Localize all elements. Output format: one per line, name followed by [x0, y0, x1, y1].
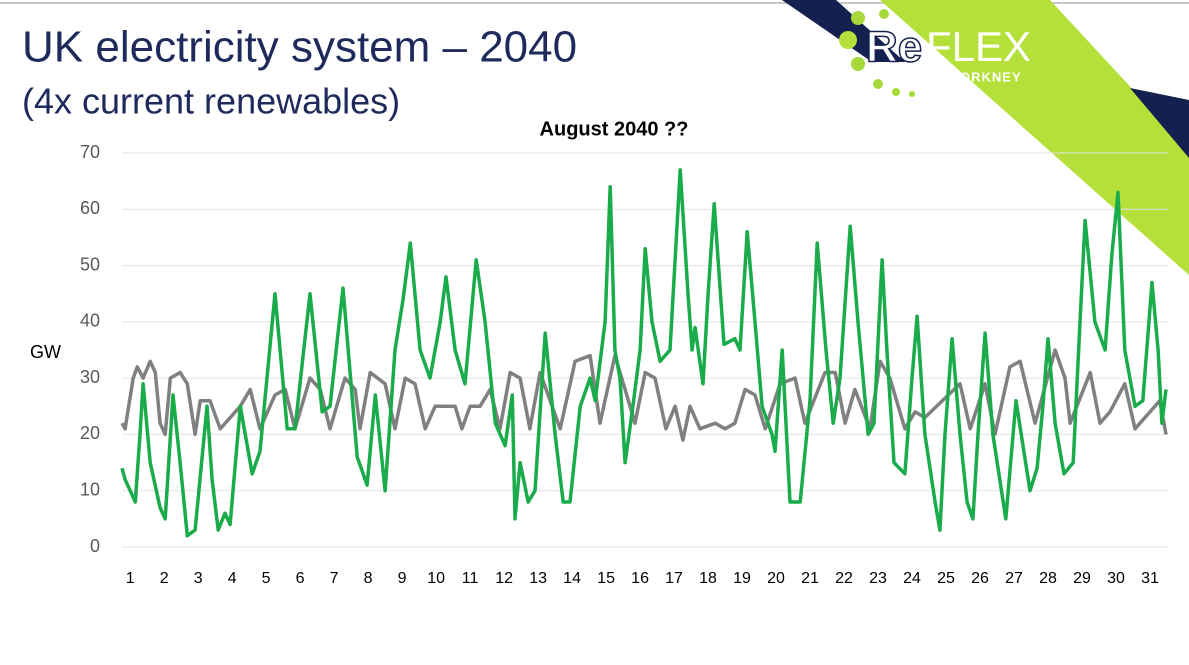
y-tick-label: 70: [80, 142, 100, 162]
y-tick-label: 10: [80, 479, 100, 499]
logo: Re FLEX ORKNEY: [839, 9, 1031, 97]
x-tick-label: 2: [160, 570, 169, 587]
logo-dot: [892, 88, 900, 96]
x-tick-label: 6: [296, 570, 305, 587]
logo-dot: [839, 31, 857, 49]
logo-dot: [879, 9, 889, 19]
x-tick-label: 5: [262, 570, 271, 587]
y-tick-label: 60: [80, 198, 100, 218]
x-tick-label: 3: [194, 570, 203, 587]
logo-name: FLEX: [926, 23, 1031, 70]
y-tick-label: 0: [90, 536, 100, 556]
y-axis-label: GW: [30, 342, 61, 362]
x-tick-label: 7: [330, 570, 339, 587]
x-tick-label: 16: [631, 570, 649, 587]
x-tick-label: 17: [665, 570, 683, 587]
x-tick-label: 25: [937, 570, 955, 587]
x-tick-label: 24: [903, 570, 921, 587]
y-tick-label: 20: [80, 423, 100, 443]
logo-place: ORKNEY: [960, 69, 1022, 84]
logo-dot: [851, 11, 865, 25]
logo-dot: [851, 57, 865, 71]
x-tick-label: 18: [699, 570, 717, 587]
navy-stripe: [782, 0, 905, 62]
x-tick-label: 29: [1073, 570, 1091, 587]
x-tick-label: 15: [597, 570, 615, 587]
logo-prefix: Re: [866, 23, 922, 72]
x-tick-label: 13: [529, 570, 547, 587]
series-line: [120, 168, 1168, 538]
x-tick-label: 4: [228, 570, 237, 587]
x-tick-label: 12: [495, 570, 513, 587]
lime-band: [880, 0, 1189, 275]
x-tick-label: 30: [1107, 570, 1125, 587]
x-tick-label: 26: [971, 570, 989, 587]
x-tick-label: 14: [563, 570, 581, 587]
x-tick-label: 11: [462, 570, 479, 587]
x-tick-label: 19: [733, 570, 751, 587]
x-tick-label: 31: [1141, 570, 1159, 587]
y-tick-label: 40: [80, 311, 100, 331]
logo-dot: [873, 79, 883, 89]
x-tick-label: 27: [1005, 570, 1023, 587]
chart-title: August 2040 ??: [540, 118, 689, 140]
x-tick-label: 8: [364, 570, 373, 587]
x-tick-label: 10: [427, 570, 445, 587]
logo-dot: [909, 91, 915, 97]
slide-subtitle: (4x current renewables): [22, 81, 400, 122]
navy-wedge: [1130, 88, 1189, 158]
slide-title: UK electricity system – 2040: [22, 23, 577, 72]
y-tick-label: 30: [80, 367, 100, 387]
x-tick-label: 22: [835, 570, 853, 587]
y-tick-label: 50: [80, 254, 100, 274]
x-tick-label: 21: [801, 570, 819, 587]
x-tick-label: 23: [869, 570, 887, 587]
x-tick-label: 1: [126, 570, 135, 587]
x-tick-label: 9: [398, 570, 407, 587]
x-tick-label: 20: [767, 570, 785, 587]
x-tick-label: 28: [1039, 570, 1057, 587]
